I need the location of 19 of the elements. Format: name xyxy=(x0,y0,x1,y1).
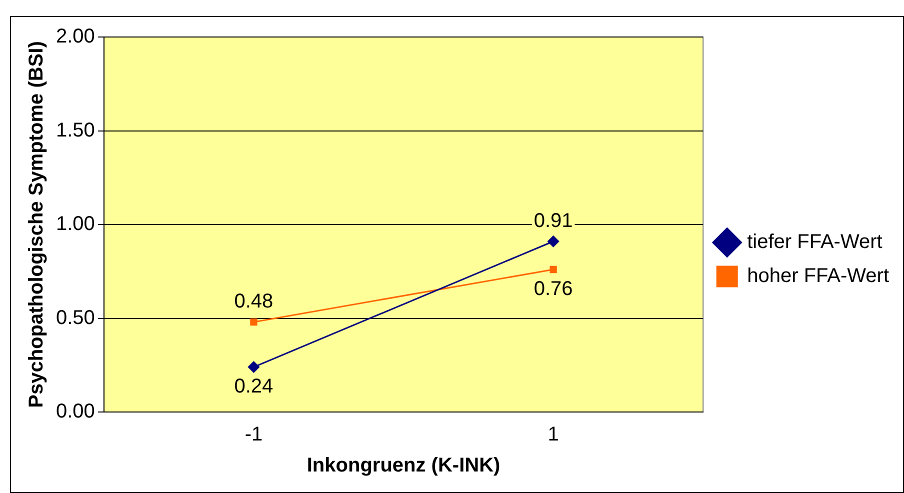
data-label: 0.76 xyxy=(534,278,573,300)
point xyxy=(250,318,258,326)
y-tick-label: 1.50 xyxy=(56,119,95,142)
data-label: 0.24 xyxy=(234,376,274,398)
y-tick-label: 0.00 xyxy=(56,400,95,423)
x-tick-label: -1 xyxy=(244,424,263,446)
x-tick-label: 1 xyxy=(548,424,559,446)
x-axis-title: Inkongruenz (K-INK) xyxy=(306,454,500,477)
data-label: 0.91 xyxy=(534,210,573,232)
point xyxy=(548,236,560,248)
legend-label: hoher FFA-Wert xyxy=(747,265,890,288)
y-tick-label: 0.50 xyxy=(56,306,95,329)
y-tick-label: 1.00 xyxy=(56,213,95,236)
y-axis-title: Psychopathologische Symptome (BSI) xyxy=(26,41,48,408)
point xyxy=(248,361,260,373)
y-tick-label: 2.00 xyxy=(56,26,95,48)
legend-label: tiefer FFA-Wert xyxy=(747,231,883,254)
data-label: 0.48 xyxy=(234,290,274,313)
point xyxy=(550,266,557,274)
